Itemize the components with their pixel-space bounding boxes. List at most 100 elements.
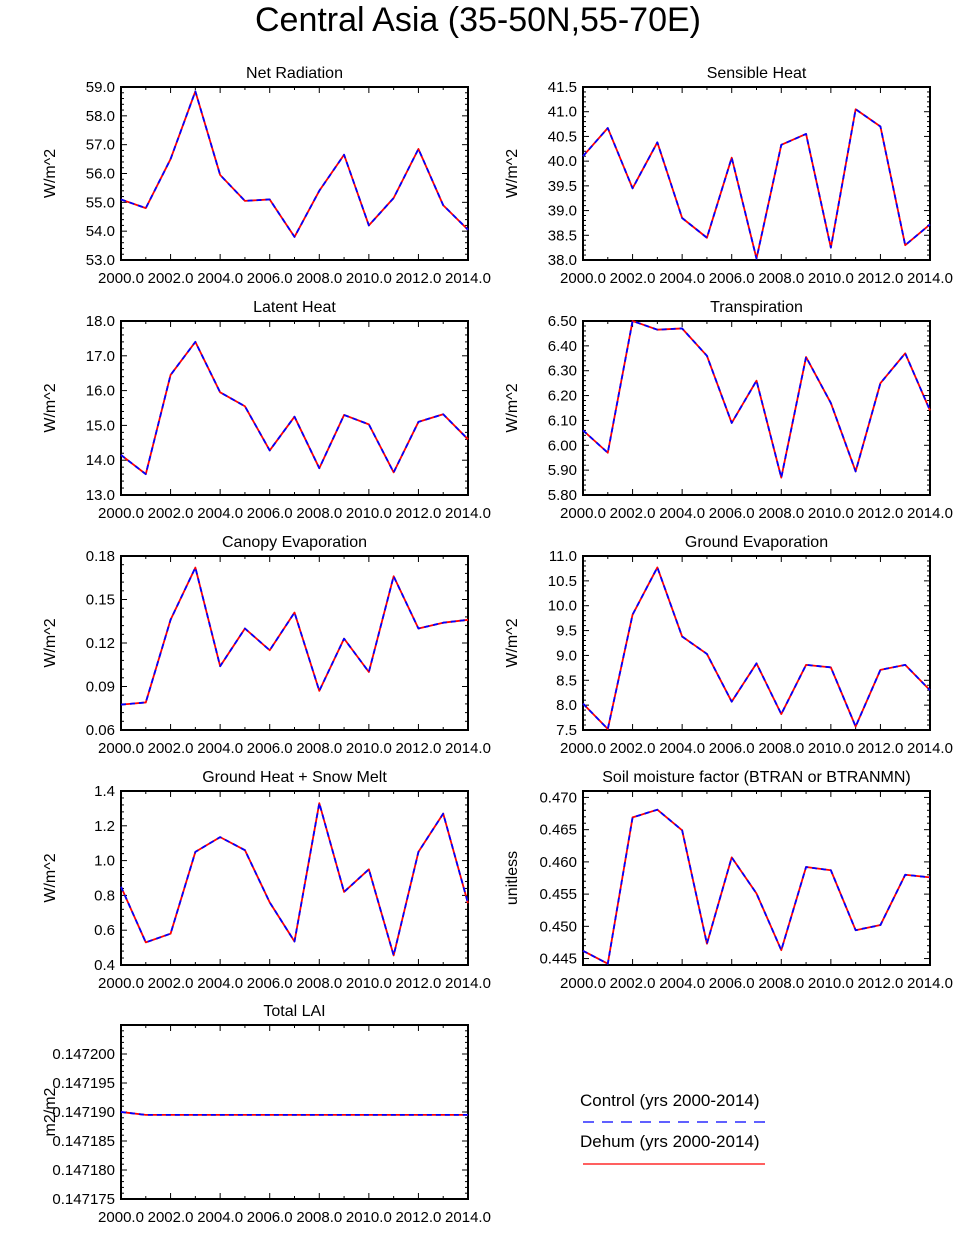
series-line-control (120, 90, 469, 238)
y-axis-label: W/m^2 (42, 149, 59, 198)
x-tick-label: 2000.0 (98, 740, 144, 757)
x-tick-label: 2004.0 (197, 740, 243, 757)
x-tick-label: 2014.0 (907, 740, 953, 757)
x-tick-label: 2012.0 (395, 1209, 441, 1226)
x-tick-label: 2000.0 (560, 270, 606, 287)
x-tick-label: 2000.0 (560, 505, 606, 522)
y-tick-label: 40.5 (548, 128, 577, 145)
x-tick-label: 2006.0 (247, 740, 293, 757)
x-tick-label: 2004.0 (659, 270, 705, 287)
y-tick-label: 55.0 (86, 194, 115, 211)
y-tick-label: 8.0 (556, 697, 577, 714)
y-tick-label: 5.90 (548, 462, 577, 479)
y-tick-label: 11.0 (549, 548, 577, 565)
y-tick-label: 53.0 (86, 252, 115, 269)
y-tick-label: 6.00 (548, 437, 577, 454)
x-tick-label: 2008.0 (296, 740, 342, 757)
y-tick-label: 0.147195 (52, 1075, 115, 1092)
x-tick-label: 2006.0 (709, 740, 755, 757)
x-tick-label: 2010.0 (346, 1209, 392, 1226)
plot-frame (582, 320, 931, 496)
x-tick-label: 2000.0 (98, 1209, 144, 1226)
y-tick-label: 0.147200 (52, 1046, 115, 1063)
x-tick-label: 2006.0 (247, 505, 293, 522)
y-tick-label: 54.0 (86, 223, 115, 240)
panel-net-radiation: Net Radiation W/m^2 2000.0 2002.0 2004.0 2006… (42, 65, 491, 287)
x-tick-label: 2012.0 (857, 975, 903, 992)
x-tick-label: 2002.0 (148, 975, 194, 992)
x-tick-label: 2000.0 (98, 270, 144, 287)
y-tick-label: 0.4 (94, 957, 115, 974)
y-axis-label: W/m^2 (42, 853, 59, 902)
plot-frame (120, 320, 469, 496)
panel-title: Transpiration (710, 299, 803, 316)
series-line-control (582, 320, 931, 479)
y-tick-label: 0.18 (86, 548, 115, 565)
y-tick-label: 40.0 (548, 153, 577, 170)
series-line-control (120, 802, 469, 957)
y-tick-label: 0.147185 (52, 1133, 115, 1150)
x-tick-label: 2006.0 (247, 1209, 293, 1226)
y-tick-label: 8.5 (556, 672, 577, 689)
y-tick-label: 1.2 (94, 818, 115, 835)
panel-canopy-evaporation: Canopy Evaporation W/m^2 2000.0 2002.0 2004.… (42, 534, 491, 757)
x-tick-label: 2012.0 (857, 270, 903, 287)
panel-title: Canopy Evaporation (222, 534, 367, 551)
series-line-control (582, 108, 931, 260)
x-tick-label: 2014.0 (907, 975, 953, 992)
x-tick-label: 2010.0 (346, 975, 392, 992)
x-tick-label: 2014.0 (445, 740, 491, 757)
x-tick-label: 2002.0 (148, 1209, 194, 1226)
panel-title: Net Radiation (246, 65, 343, 82)
panel-title: Sensible Heat (707, 65, 807, 82)
y-tick-label: 6.10 (548, 412, 577, 429)
series-line-dehum (120, 340, 469, 476)
panel-ground-heat-snow-melt: Ground Heat + Snow Melt W/m^2 2000.0 2002.0… (42, 769, 491, 992)
y-tick-label: 10.5 (548, 573, 577, 590)
x-tick-label: 2000.0 (560, 975, 606, 992)
y-tick-label: 39.5 (548, 178, 577, 195)
figure-title: Central Asia (35-50N,55-70E) (254, 1, 701, 39)
x-tick-label: 2012.0 (857, 505, 903, 522)
y-tick-label: 41.0 (548, 104, 577, 121)
x-tick-label: 2012.0 (395, 270, 441, 287)
x-tick-label: 2014.0 (907, 505, 953, 522)
panel-title: Ground Heat + Snow Melt (202, 769, 387, 786)
x-tick-label: 2004.0 (197, 505, 243, 522)
x-tick-label: 2014.0 (907, 270, 953, 287)
y-tick-label: 0.147175 (52, 1191, 115, 1208)
x-tick-label: 2004.0 (659, 740, 705, 757)
y-tick-label: 41.5 (548, 79, 577, 96)
y-tick-label: 1.0 (94, 853, 115, 870)
y-tick-label: 1.4 (94, 783, 115, 800)
y-tick-label: 7.5 (556, 722, 577, 739)
y-tick-label: 5.80 (548, 487, 577, 504)
x-tick-label: 2014.0 (445, 270, 491, 287)
x-tick-label: 2008.0 (296, 270, 342, 287)
y-tick-label: 0.147190 (52, 1104, 115, 1121)
series-line-dehum (582, 808, 931, 965)
x-tick-label: 2014.0 (445, 975, 491, 992)
y-tick-label: 38.0 (548, 252, 577, 269)
x-tick-label: 2002.0 (610, 975, 656, 992)
y-tick-label: 0.450 (539, 918, 577, 935)
x-tick-label: 2008.0 (758, 975, 804, 992)
plot-frame (120, 555, 469, 731)
series-line-dehum (120, 802, 469, 957)
x-tick-label: 2012.0 (395, 505, 441, 522)
series-line-control (120, 340, 469, 476)
x-tick-label: 2010.0 (346, 505, 392, 522)
x-tick-label: 2010.0 (346, 740, 392, 757)
y-tick-label: 6.20 (548, 388, 577, 405)
x-tick-label: 2010.0 (808, 505, 854, 522)
x-tick-label: 2006.0 (709, 975, 755, 992)
y-tick-label: 0.460 (539, 854, 577, 871)
x-tick-label: 2012.0 (857, 740, 903, 757)
x-tick-label: 2004.0 (659, 505, 705, 522)
panel-title: Ground Evaporation (685, 534, 828, 551)
x-tick-label: 2004.0 (197, 975, 243, 992)
y-tick-label: 38.5 (548, 227, 577, 244)
y-axis-label: W/m^2 (504, 383, 521, 432)
y-tick-label: 13.0 (86, 487, 115, 504)
y-tick-label: 0.09 (86, 679, 115, 696)
